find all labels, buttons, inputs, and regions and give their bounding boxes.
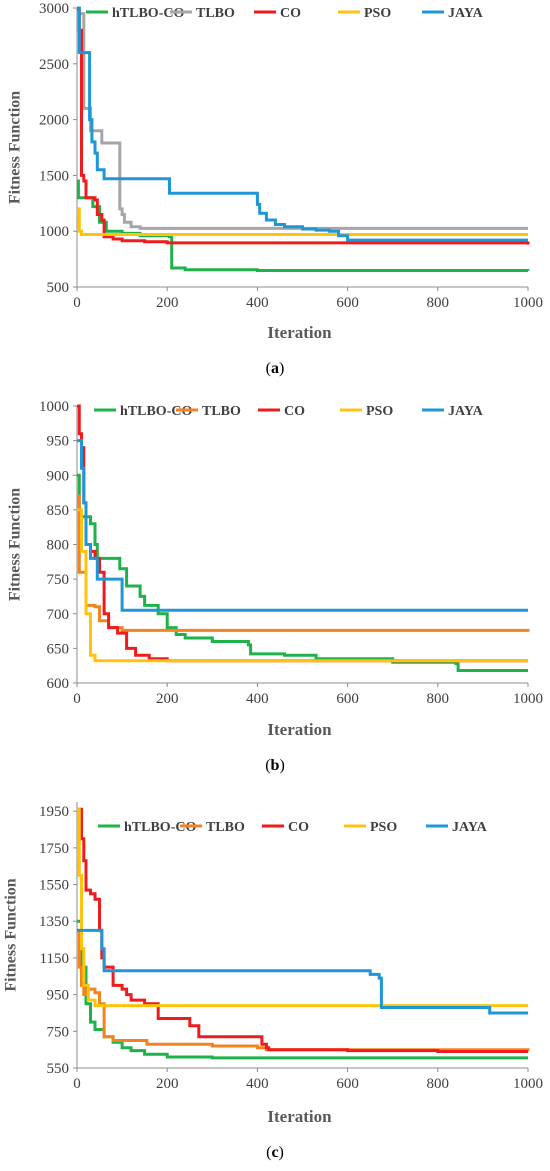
legend: hTLBO-CO TLBO CO PSO JAYA [98, 820, 488, 835]
series-line-pso [77, 807, 528, 1008]
y-tick-label: 3000 [39, 1, 69, 17]
series-line-pso [77, 207, 528, 236]
series-line-pso [77, 508, 528, 663]
x-tick-label: 600 [336, 1076, 359, 1092]
x-tick-label: 0 [73, 295, 81, 311]
y-tick-label: 900 [47, 468, 70, 484]
x-tick-label: 400 [246, 1076, 269, 1092]
legend-label: CO [280, 6, 301, 21]
legend-label: CO [288, 820, 309, 835]
series-line-co [77, 7, 530, 245]
series-line-jaya [77, 928, 528, 1015]
x-tick-label: 200 [156, 1076, 179, 1092]
series-line-co [77, 404, 528, 663]
series-line-tlbo [77, 494, 530, 632]
y-tick-label: 550 [47, 1061, 70, 1077]
legend-label: hTLBO-CO [112, 6, 184, 21]
chart-3: 550 750 950 1150 1350 1550 1750 1950 0 200 400 600 8… [3, 802, 543, 1161]
x-tick-label: 0 [73, 1076, 81, 1092]
y-tick-label: 750 [47, 572, 70, 588]
x-tick-label: 200 [156, 691, 179, 707]
legend-label: JAYA [448, 6, 484, 21]
series-line-co [77, 807, 528, 1053]
x-tick-label: 400 [246, 691, 269, 707]
y-tick-label: 1750 [39, 841, 69, 857]
legend-label: TLBO [206, 820, 245, 835]
legend-label: TLBO [202, 404, 241, 419]
y-tick-label: 750 [47, 1024, 70, 1040]
x-tick-label: 600 [336, 295, 359, 311]
y-tick-label: 800 [47, 538, 70, 554]
legend-label: PSO [364, 6, 391, 21]
x-tick-label: 200 [156, 295, 179, 311]
legend: hTLBO-CO TLBO CO PSO JAYA [86, 6, 484, 21]
series-line-jaya [77, 6, 528, 242]
y-tick-label: 2500 [39, 57, 69, 73]
legend: hTLBO-CO TLBO CO PSO JAYA [94, 404, 484, 419]
x-tick-label: 400 [246, 295, 269, 311]
panel-caption: (b) [265, 757, 285, 774]
y-tick-label: 950 [47, 434, 70, 450]
x-tick-label: 800 [427, 691, 450, 707]
y-tick-label: 2000 [39, 113, 69, 129]
y-axis-title: Fitness Function [3, 878, 20, 991]
series-line-tlbo [77, 928, 530, 1052]
x-axis-title: Iteration [267, 1107, 332, 1126]
legend-label: CO [284, 404, 305, 419]
y-tick-label: 500 [47, 280, 70, 296]
chart-2: 600 650 700 750 800 850 900 950 1000 0 200 400 600 80… [7, 399, 543, 774]
x-tick-label: 800 [427, 1076, 450, 1092]
y-tick-label: 1500 [39, 168, 69, 184]
series-line-htlbo-co [77, 919, 528, 1060]
x-tick-label: 600 [336, 691, 359, 707]
legend-label: PSO [366, 404, 393, 419]
legend-label: JAYA [448, 404, 484, 419]
legend-label: hTLBO-CO [124, 820, 196, 835]
x-tick-label: 1000 [513, 295, 543, 311]
legend-label: PSO [370, 820, 397, 835]
panel-caption: (a) [266, 360, 285, 377]
panel-caption: (c) [266, 1144, 284, 1161]
y-tick-label: 1000 [39, 224, 69, 240]
y-tick-label: 650 [47, 641, 70, 657]
y-tick-label: 950 [47, 988, 70, 1004]
x-tick-label: 800 [427, 295, 450, 311]
y-axis-title: Fitness Function [7, 488, 24, 601]
series-line-htlbo-co [77, 473, 528, 672]
y-tick-label: 1950 [39, 804, 69, 820]
y-tick-label: 1350 [39, 914, 69, 930]
series-line-tlbo [77, 12, 528, 230]
y-axis-title: Fitness Function [7, 91, 24, 204]
series-line-jaya [77, 439, 528, 612]
legend-label: TLBO [196, 6, 235, 21]
y-tick-label: 1150 [40, 951, 69, 967]
legend-label: JAYA [452, 820, 488, 835]
y-tick-label: 600 [47, 676, 70, 692]
y-tick-label: 1000 [39, 399, 69, 415]
x-axis-title: Iteration [267, 323, 332, 342]
y-tick-label: 850 [47, 503, 70, 519]
y-tick-label: 1550 [39, 878, 69, 894]
x-tick-label: 0 [73, 691, 81, 707]
x-tick-label: 1000 [513, 691, 543, 707]
x-axis-title: Iteration [267, 720, 332, 739]
y-tick-label: 700 [47, 607, 70, 623]
legend-label: hTLBO-CO [120, 404, 192, 419]
x-tick-label: 1000 [513, 1076, 543, 1092]
chart-1: 500 1000 1500 2000 2500 3000 0 200 400 600 800 1000… [7, 1, 543, 377]
